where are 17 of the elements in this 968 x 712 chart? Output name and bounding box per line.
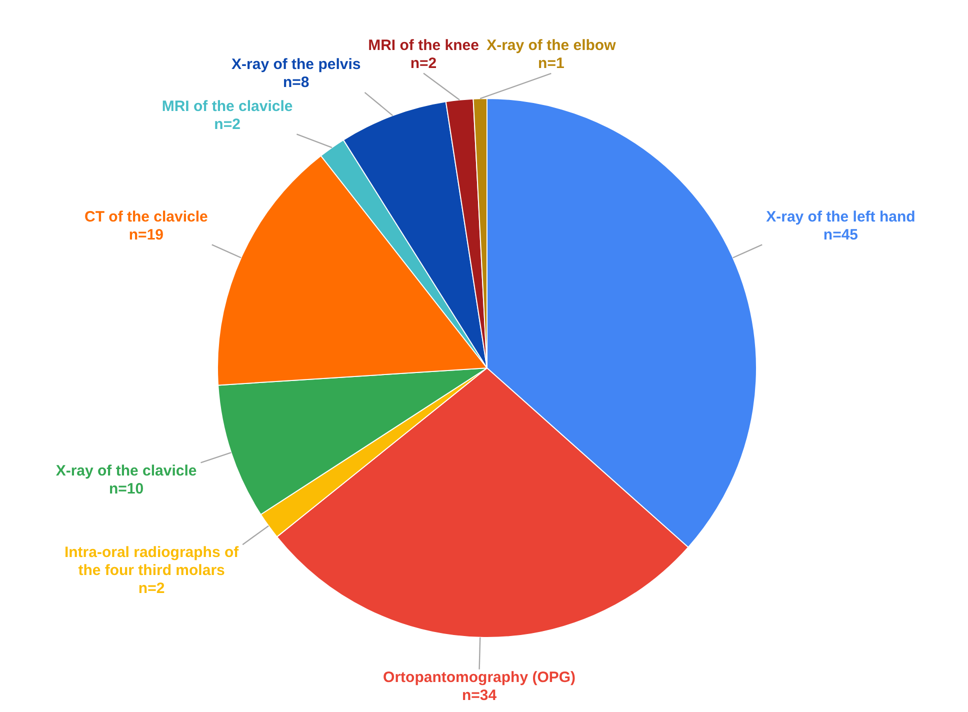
slice-label: X-ray of the pelvis xyxy=(232,56,361,74)
slice-label: X-ray of the clavicle xyxy=(56,462,197,480)
slice-label: MRI of the clavicle xyxy=(162,98,293,115)
slice-label: X-ray of the left hand xyxy=(766,208,916,226)
data-label: n=8 xyxy=(282,74,310,92)
data-label: n=45 xyxy=(823,226,858,244)
data-label: n=34 xyxy=(462,687,498,704)
data-label: n=2 xyxy=(138,580,165,598)
slice-label: CT of the clavicle xyxy=(84,208,208,226)
data-label: n=19 xyxy=(128,226,164,244)
slice-label: X-ray of the elbow xyxy=(486,37,616,54)
data-label: n=2 xyxy=(410,54,437,72)
data-label: n=10 xyxy=(108,480,144,498)
data-label: n=2 xyxy=(214,116,240,133)
slice-label: MRI of the knee xyxy=(368,36,479,54)
data-label: n=1 xyxy=(538,55,564,72)
slice-label: Ortopantomography (OPG) xyxy=(383,669,576,686)
